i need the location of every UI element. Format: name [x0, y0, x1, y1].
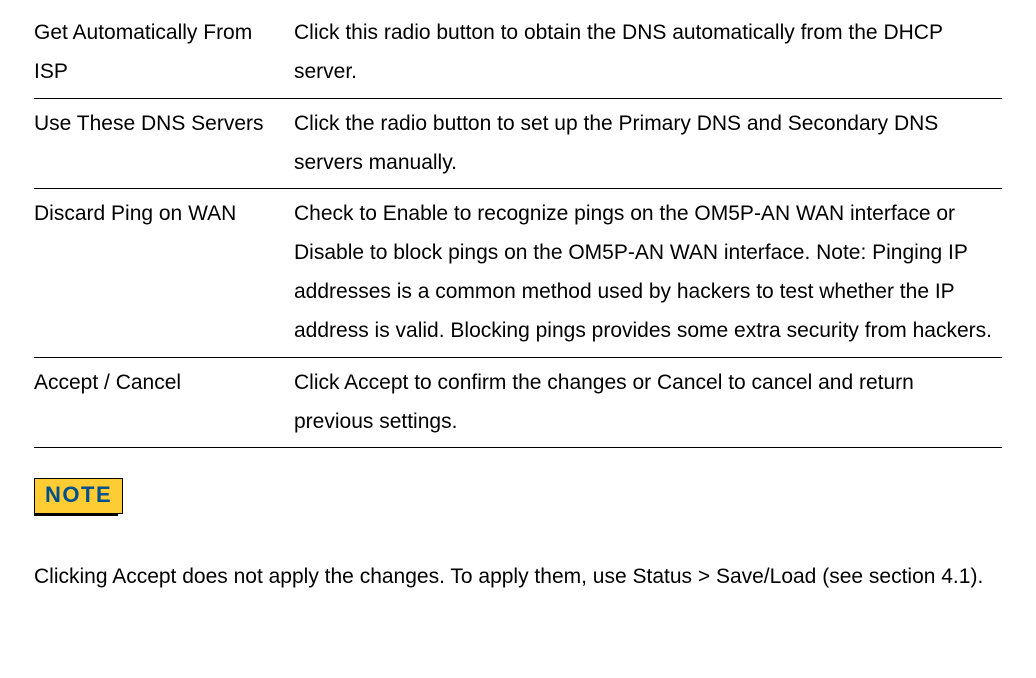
row-description: Click the radio button to set up the Pri… — [294, 98, 1002, 189]
row-label: Accept / Cancel — [34, 357, 294, 448]
note-underline — [34, 514, 118, 516]
table-row: Get Automatically From ISP Click this ra… — [34, 8, 1002, 98]
row-description: Check to Enable to recognize pings on th… — [294, 189, 1002, 357]
table-row: Use These DNS Servers Click the radio bu… — [34, 98, 1002, 189]
note-badge: NOTE — [34, 478, 123, 514]
table-row: Discard Ping on WAN Check to Enable to r… — [34, 189, 1002, 357]
settings-table: Get Automatically From ISP Click this ra… — [34, 8, 1002, 448]
row-label: Get Automatically From ISP — [34, 8, 294, 98]
note-text: Clicking Accept does not apply the chang… — [34, 558, 1002, 597]
table-row: Accept / Cancel Click Accept to confirm … — [34, 357, 1002, 448]
row-label: Discard Ping on WAN — [34, 189, 294, 357]
row-description: Click this radio button to obtain the DN… — [294, 8, 1002, 98]
row-description: Click Accept to confirm the changes or C… — [294, 357, 1002, 448]
page-root: Get Automatically From ISP Click this ra… — [0, 0, 1036, 617]
row-label: Use These DNS Servers — [34, 98, 294, 189]
